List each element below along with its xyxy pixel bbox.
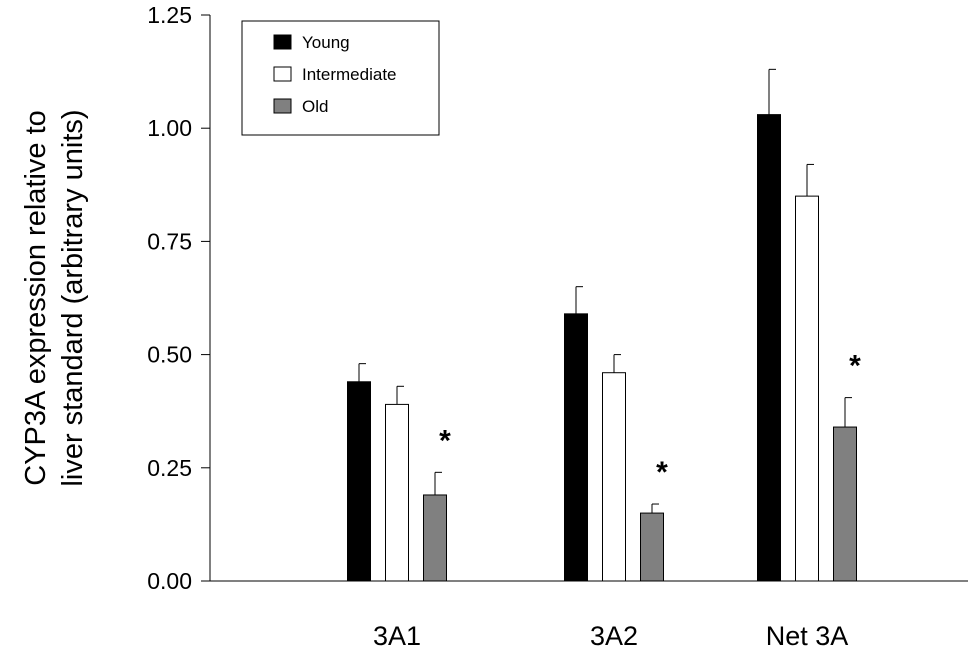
- bar-intermediate-net-3a: [795, 195, 819, 582]
- legend-swatch: [273, 98, 292, 114]
- bar-intermediate-3a1: [385, 403, 409, 582]
- bar-young-3a2: [564, 313, 588, 582]
- y-axis-label: CYP3A expression relative to liver standa…: [20, 109, 89, 486]
- legend-label: Old: [302, 97, 328, 116]
- bar-old-3a1: [423, 494, 447, 582]
- y-tick-label: 0.50: [147, 342, 192, 368]
- bar-old-net-3a: [833, 426, 857, 582]
- bar-young-3a1: [347, 381, 371, 582]
- axes: 0.00 0.25 0.50 0.75 1.00 1.25 3A1 3A2 Net 3A: [147, 2, 968, 651]
- significance-marker: *: [849, 350, 861, 383]
- bar-intermediate-3a2: [602, 372, 626, 582]
- legend: Young Intermediate Old: [241, 20, 440, 136]
- x-category-label: 3A1: [373, 621, 421, 651]
- legend-swatch: [273, 34, 292, 50]
- legend-label: Young: [302, 33, 350, 52]
- y-tick-label: 0.25: [147, 455, 192, 481]
- bar-old-3a2: [640, 512, 664, 582]
- y-axis-label-line: liver standard (arbitrary units): [57, 109, 89, 486]
- y-axis-label-line: CYP3A expression relative to: [20, 110, 52, 486]
- bars: * * *: [347, 68, 861, 582]
- x-category-label: Net 3A: [766, 621, 849, 651]
- y-tick-label: 0.75: [147, 228, 192, 254]
- y-tick-label: 0.00: [147, 568, 192, 594]
- bar-young-net-3a: [757, 114, 781, 582]
- significance-marker: *: [656, 456, 668, 489]
- legend-label: Intermediate: [302, 65, 397, 84]
- y-tick-label: 1.25: [147, 2, 192, 28]
- x-category-label: 3A2: [590, 621, 638, 651]
- significance-marker: *: [439, 424, 451, 457]
- y-tick-label: 1.00: [147, 115, 192, 141]
- legend-swatch: [273, 66, 292, 82]
